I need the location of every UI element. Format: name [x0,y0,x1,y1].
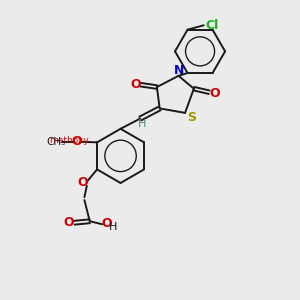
Text: O: O [101,217,112,230]
Text: O: O [71,135,82,148]
Text: O: O [64,216,74,229]
Text: N: N [174,64,184,77]
Text: O: O [77,176,88,190]
Text: H: H [109,222,118,232]
Text: O: O [210,88,220,100]
Text: methoxy: methoxy [49,136,89,145]
Text: CH₃: CH₃ [46,137,65,147]
Text: S: S [187,111,196,124]
Text: Cl: Cl [206,19,219,32]
Text: H: H [138,119,147,129]
Text: O: O [130,78,141,91]
